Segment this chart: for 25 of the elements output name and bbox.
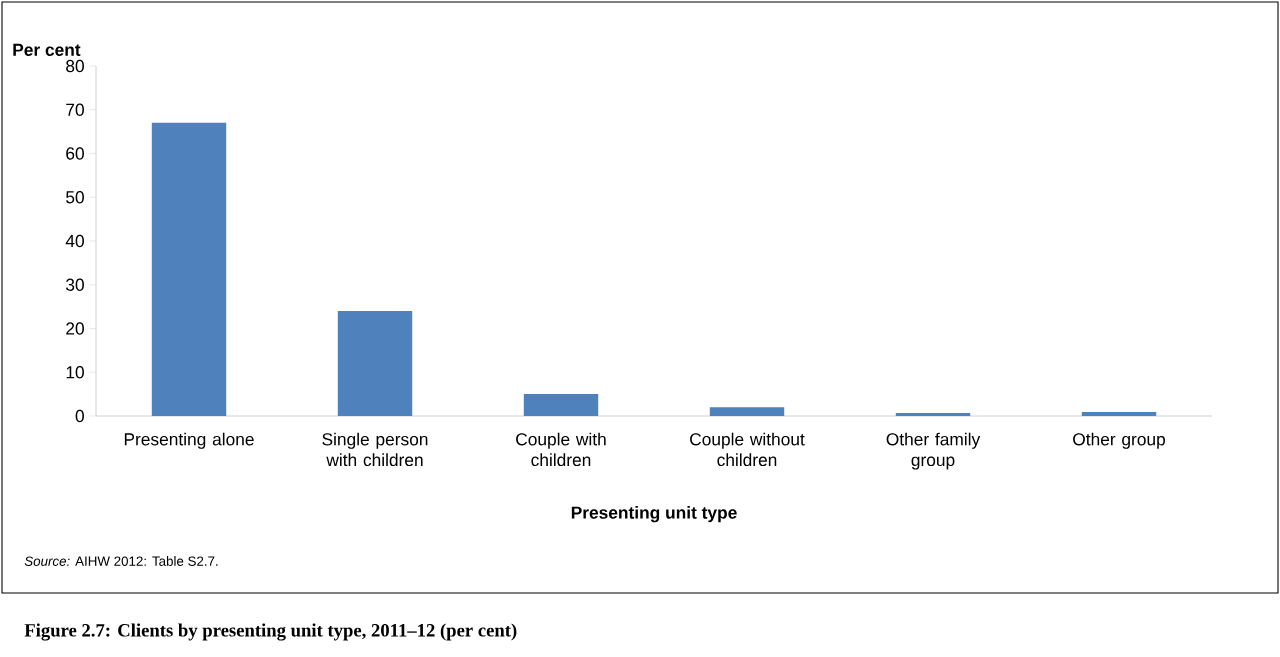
y-tick-label: 30 (66, 278, 84, 291)
x-tick-label: Presenting alone (124, 432, 254, 449)
y-tick-label: 0 (75, 409, 84, 423)
y-tick-label: 60 (66, 147, 84, 160)
y-tick-label: 40 (65, 234, 84, 248)
text: Source: AIHW 2012: Table S2.7. (24, 556, 218, 566)
bar (895, 412, 971, 416)
bar (337, 311, 413, 416)
y-tick-label: 10 (66, 366, 84, 379)
bar (151, 122, 227, 416)
y-axis-title: Per cent (13, 43, 81, 56)
y-tick-label: 70 (66, 103, 84, 116)
x-axis-title: Presenting unit type (571, 506, 737, 523)
bar (709, 407, 785, 416)
y-tick-label: 20 (66, 322, 84, 335)
y-tick-label: 50 (66, 191, 84, 204)
x-tick-label: Other group (1073, 432, 1165, 449)
y-tick-label: 80 (66, 59, 84, 73)
x-tick-label: Single person with children (322, 432, 428, 467)
x-tick-label: Couple with children (516, 432, 606, 467)
bar (523, 394, 599, 416)
bar (1081, 412, 1157, 416)
x-tick-label: Other family group (886, 432, 981, 470)
text: Figure 2.7: Clients by presenting unit type, 2011–12 (per cent) (24, 623, 517, 641)
x-tick-label: Couple without children (690, 432, 805, 467)
